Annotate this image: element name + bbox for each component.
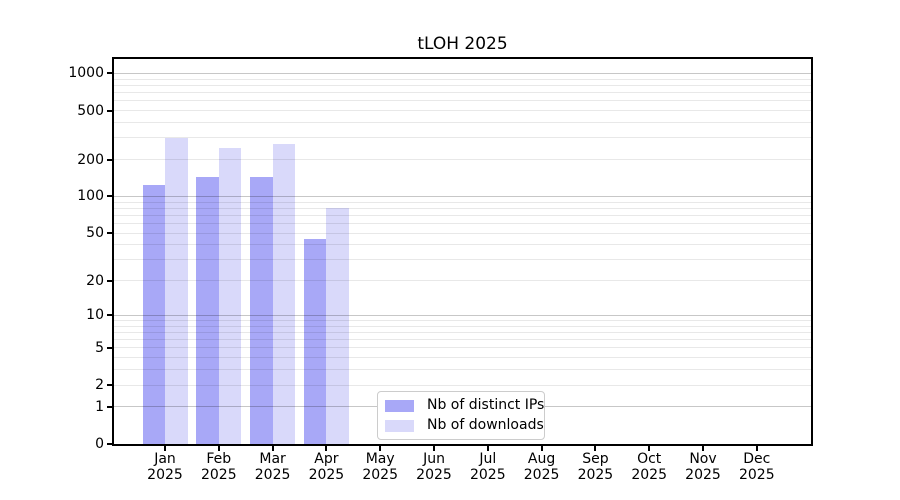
y-tick <box>107 405 112 408</box>
y-tick-label: 500 <box>77 102 104 119</box>
gridline-minor <box>114 207 811 209</box>
x-tick <box>594 446 597 451</box>
x-tick <box>325 446 328 451</box>
gridline-minor <box>114 201 811 203</box>
gridline-minor <box>114 280 811 282</box>
gridline-minor <box>114 339 811 341</box>
x-tick-label: Jul 2025 <box>469 451 506 483</box>
x-tick-label: Apr 2025 <box>308 451 345 483</box>
legend-item-downloads: Nb of downloads <box>385 417 544 434</box>
y-tick-label: 2 <box>95 377 104 394</box>
bar-distinct-ips-jan <box>142 184 165 444</box>
x-tick <box>433 446 435 451</box>
gridline-minor <box>114 384 811 386</box>
gridline-minor <box>114 137 811 139</box>
y-tick-label: 200 <box>77 151 104 168</box>
gridline-minor <box>114 92 811 94</box>
gridline-minor <box>114 78 811 80</box>
x-tick-label: Jan 2025 <box>147 451 183 483</box>
gridline-minor <box>114 369 811 371</box>
x-tick-label: Nov 2025 <box>685 451 721 483</box>
legend: Nb of distinct IPs Nb of downloads <box>377 391 545 440</box>
gridline-minor <box>114 110 811 112</box>
y-tick <box>107 109 112 112</box>
x-tick <box>271 446 274 451</box>
bar-distinct-ips-apr <box>303 238 327 444</box>
bar-distinct-ips-feb <box>196 176 219 444</box>
y-tick <box>107 158 112 161</box>
gridline-minor <box>114 320 811 321</box>
x-tick-label: Aug 2025 <box>523 451 560 483</box>
legend-item-distinct-ips: Nb of distinct IPs <box>385 397 544 414</box>
legend-swatch-distinct-ips <box>385 399 414 412</box>
x-tick-label: Sep 2025 <box>577 451 614 483</box>
gridline-minor <box>114 244 811 246</box>
legend-label-distinct-ips: Nb of distinct IPs <box>427 397 545 413</box>
gridline-minor <box>114 259 811 261</box>
y-tick-label: 5 <box>95 339 104 356</box>
bar-downloads-mar <box>272 143 296 444</box>
x-tick-label: Jun 2025 <box>416 451 452 483</box>
x-tick-label: Dec 2025 <box>738 451 775 483</box>
y-tick <box>107 443 112 445</box>
y-tick <box>107 346 112 349</box>
legend-label-downloads: Nb of downloads <box>427 417 544 433</box>
gridline-major <box>114 314 811 316</box>
bar-distinct-ips-mar <box>250 176 273 444</box>
gridline-minor <box>114 100 811 102</box>
plot-area <box>112 57 813 446</box>
y-tick <box>107 279 112 282</box>
x-tick <box>702 446 704 451</box>
x-tick-label: Oct 2025 <box>631 451 667 483</box>
y-tick-label: 50 <box>86 225 104 242</box>
gridline-minor <box>114 223 811 224</box>
x-tick <box>486 446 489 451</box>
chart-title: tLOH 2025 <box>417 34 508 54</box>
gridline-major <box>114 72 811 74</box>
y-tick-label: 1000 <box>68 65 104 82</box>
bar-downloads-jan <box>165 137 188 444</box>
y-tick-label: 20 <box>86 272 104 289</box>
gridline-minor <box>114 331 811 333</box>
gridline-minor <box>114 325 811 327</box>
gridline-minor <box>114 214 811 216</box>
gridline-minor <box>114 347 811 349</box>
gridline-minor <box>114 122 811 123</box>
x-tick <box>217 446 220 451</box>
gridline-minor <box>114 232 811 234</box>
x-tick <box>540 446 543 451</box>
legend-swatch-downloads <box>385 419 414 432</box>
x-tick <box>755 446 758 451</box>
y-tick-label: 0 <box>95 436 104 452</box>
y-tick <box>107 314 112 317</box>
y-tick <box>107 232 112 235</box>
x-tick <box>164 446 166 451</box>
x-tick-label: Mar 2025 <box>254 451 291 483</box>
bar-downloads-apr <box>326 208 349 444</box>
y-tick <box>107 195 112 198</box>
y-tick <box>107 72 112 75</box>
gridline-major <box>114 195 811 197</box>
bar-downloads-feb <box>218 147 242 444</box>
gridline-minor <box>114 84 811 86</box>
x-tick-label: Feb 2025 <box>200 451 237 483</box>
x-tick <box>379 446 382 451</box>
y-tick-label: 1 <box>95 398 104 415</box>
gridline-minor <box>114 357 811 359</box>
x-tick <box>648 446 651 451</box>
x-tick-label: May 2025 <box>362 451 398 483</box>
y-tick-label: 10 <box>86 307 104 324</box>
gridline-minor <box>114 159 811 161</box>
y-tick-label: 100 <box>77 188 104 205</box>
y-tick <box>107 384 112 387</box>
